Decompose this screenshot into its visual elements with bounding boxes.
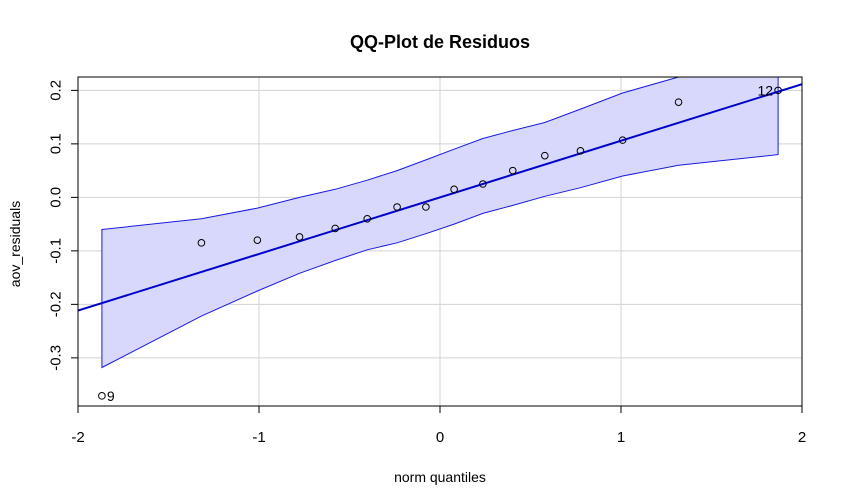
- point-label-0: 9: [107, 388, 115, 404]
- confidence-band: [101, 76, 779, 369]
- x-tick-label-0: -2: [71, 429, 84, 446]
- reference-line: [78, 83, 802, 312]
- data-point-12: [576, 147, 585, 155]
- x-tick-label-1: -1: [252, 429, 265, 446]
- data-point-0: [98, 392, 106, 400]
- x-tick-label-4: 2: [798, 429, 806, 446]
- data-point-2: [253, 236, 262, 244]
- reference-line-group: [78, 83, 802, 312]
- data-point-4: [331, 224, 340, 233]
- x-tick-label-2: 0: [436, 429, 444, 446]
- data-point-6: [393, 203, 401, 211]
- data-point-8: [450, 185, 458, 194]
- point-label-1: 12: [758, 82, 774, 98]
- data-point-15: [774, 86, 782, 95]
- data-point-9: [479, 180, 487, 188]
- y-tick-label-2: -0.1: [48, 238, 65, 264]
- data-point-3: [295, 233, 304, 241]
- x-tick-label-3: 1: [617, 429, 625, 446]
- confidence-band-area: [101, 76, 779, 369]
- chart-title: QQ-Plot de Residuos: [350, 32, 530, 52]
- y-axis: -0.3 -0.2 -0.1 0.0 0.1 0.2: [48, 80, 79, 371]
- x-axis: -2 -1 0 1 2: [71, 405, 806, 446]
- y-tick-label-3: 0.0: [48, 187, 65, 208]
- data-point-14: [674, 98, 683, 106]
- data-point-11: [540, 151, 549, 160]
- data-point-1: [197, 239, 206, 247]
- y-axis-label: aov_residuals: [7, 201, 23, 287]
- data-point-10: [508, 166, 517, 175]
- data-points: [98, 86, 782, 400]
- y-tick-label-5: 0.2: [48, 80, 65, 101]
- y-tick-label-1: -0.2: [48, 291, 65, 317]
- data-point-5: [363, 214, 372, 223]
- point-labels: 9 12: [107, 82, 773, 403]
- data-point-13: [618, 136, 627, 144]
- y-tick-label-4: 0.1: [48, 133, 65, 154]
- y-tick-label-0: -0.3: [48, 345, 65, 371]
- x-axis-label: norm quantiles: [394, 469, 486, 485]
- data-point-7: [422, 203, 430, 211]
